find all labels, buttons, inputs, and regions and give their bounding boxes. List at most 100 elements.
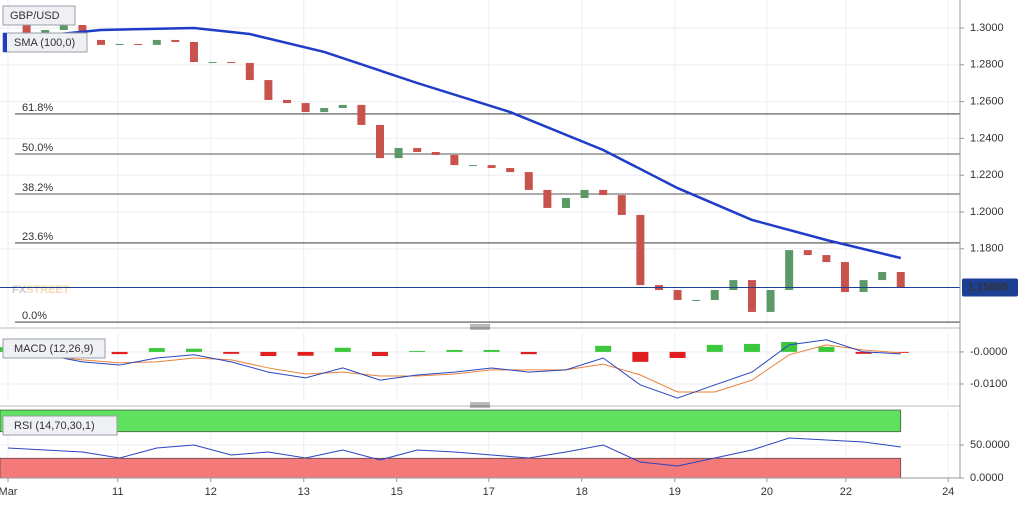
candle	[487, 165, 496, 169]
y-tick-label: 50.0000	[970, 439, 1010, 451]
histogram-bar	[595, 345, 612, 352]
histogram-bar	[743, 343, 760, 352]
x-tick-label: 18	[576, 486, 588, 498]
candle	[673, 290, 682, 300]
candle	[375, 124, 384, 159]
candle	[468, 165, 477, 167]
y-tick-label: 1.3000	[970, 22, 1004, 34]
histogram-bar	[371, 351, 388, 357]
candle	[227, 62, 236, 64]
fib-label: 61.8%	[22, 102, 53, 114]
candle	[729, 280, 738, 291]
histogram-bar	[781, 341, 798, 352]
indicator-box	[2, 415, 118, 436]
candle	[543, 189, 552, 208]
candle	[189, 41, 198, 63]
x-tick-label: 15	[391, 486, 403, 498]
candle	[803, 250, 812, 256]
candle	[59, 25, 68, 30]
resize-handle[interactable]	[470, 324, 490, 330]
histogram-bar	[111, 351, 128, 355]
histogram-bar	[632, 351, 649, 362]
resize-handle[interactable]	[470, 402, 490, 408]
fib-label: 38.2%	[22, 182, 53, 194]
histogram-bar	[483, 349, 500, 352]
candle	[859, 280, 868, 293]
candle	[785, 250, 794, 291]
candle	[617, 195, 626, 215]
candle	[766, 290, 775, 312]
x-tick-label: 17	[483, 486, 495, 498]
x-tick-label: 24	[942, 486, 954, 498]
candle	[561, 198, 570, 208]
rsi-line	[7, 437, 901, 467]
indicator-label: MACD (12,26,9)	[14, 343, 93, 355]
candle	[320, 108, 329, 113]
oversold-band	[0, 457, 902, 479]
candle	[710, 290, 719, 300]
y-tick-label: 1.2000	[970, 206, 1004, 218]
x-tick-label: 20	[761, 486, 773, 498]
y-tick-label: 1.2800	[970, 59, 1004, 71]
candle	[747, 280, 756, 312]
indicator-label: RSI (14,70,30,1)	[14, 420, 95, 432]
x-tick-label: 11	[112, 486, 123, 498]
plot-layer: 1.3000 1.2800 1.2600 1.2400 1.2200 1.2000 1.18…	[0, 0, 1018, 498]
fib-label: 0.0%	[22, 310, 47, 322]
candle	[506, 168, 515, 173]
indicator-box	[2, 338, 106, 359]
x-tick-label: 22	[840, 486, 852, 498]
candle	[394, 147, 403, 159]
candle	[115, 43, 124, 45]
y-tick-label: 1.2200	[970, 169, 1004, 181]
candle	[152, 39, 161, 45]
fib-label: 23.6%	[22, 231, 53, 243]
histogram-bar	[669, 351, 686, 359]
sma-line	[7, 26, 902, 260]
last-price-box	[962, 278, 1018, 297]
candle	[636, 214, 645, 286]
x-tick-label: 19	[669, 486, 681, 498]
y-tick-label: 1.2600	[970, 95, 1004, 107]
y-tick-label: -0.0100	[970, 378, 1007, 390]
symbol-box	[2, 5, 76, 26]
candle	[896, 271, 905, 288]
x-tick-label: 12	[205, 486, 217, 498]
histogram-bar	[446, 349, 463, 352]
y-tick-label: 0.0000	[970, 472, 1004, 484]
histogram-bar	[409, 350, 426, 352]
candle	[357, 104, 366, 125]
symbol-label: GBP/USD	[10, 10, 60, 22]
histogram-bar	[260, 351, 277, 357]
watermark-part: FX	[12, 284, 27, 296]
x-tick-label: Mar	[0, 486, 18, 498]
y-tick-label: 1.1800	[970, 243, 1004, 255]
watermark: FXSTREET	[12, 284, 70, 296]
histogram-bar	[334, 347, 351, 352]
histogram-bar	[185, 348, 202, 352]
candle	[22, 20, 31, 35]
candle	[301, 103, 310, 113]
indicator-label: SMA (100,0)	[14, 37, 75, 49]
candle	[599, 189, 608, 196]
last-price-label: 1.15895	[968, 281, 1008, 293]
histogram-bar	[706, 344, 723, 352]
macd-line	[7, 339, 901, 399]
candle	[264, 80, 273, 100]
overbought-band	[0, 409, 902, 433]
watermark-part: STREET	[26, 284, 70, 296]
candle	[580, 189, 589, 199]
fib-label: 50.0%	[22, 142, 53, 154]
histogram-bar	[297, 351, 314, 356]
indicator-swatch	[3, 33, 7, 52]
histogram-bar	[855, 351, 872, 354]
candle	[413, 147, 422, 153]
signal-line	[7, 344, 901, 393]
candle	[878, 271, 887, 281]
candle	[840, 262, 849, 293]
histogram-bar	[223, 351, 240, 354]
candle	[822, 255, 831, 263]
candle	[692, 299, 701, 301]
y-tick-label: 1.2400	[970, 132, 1004, 144]
